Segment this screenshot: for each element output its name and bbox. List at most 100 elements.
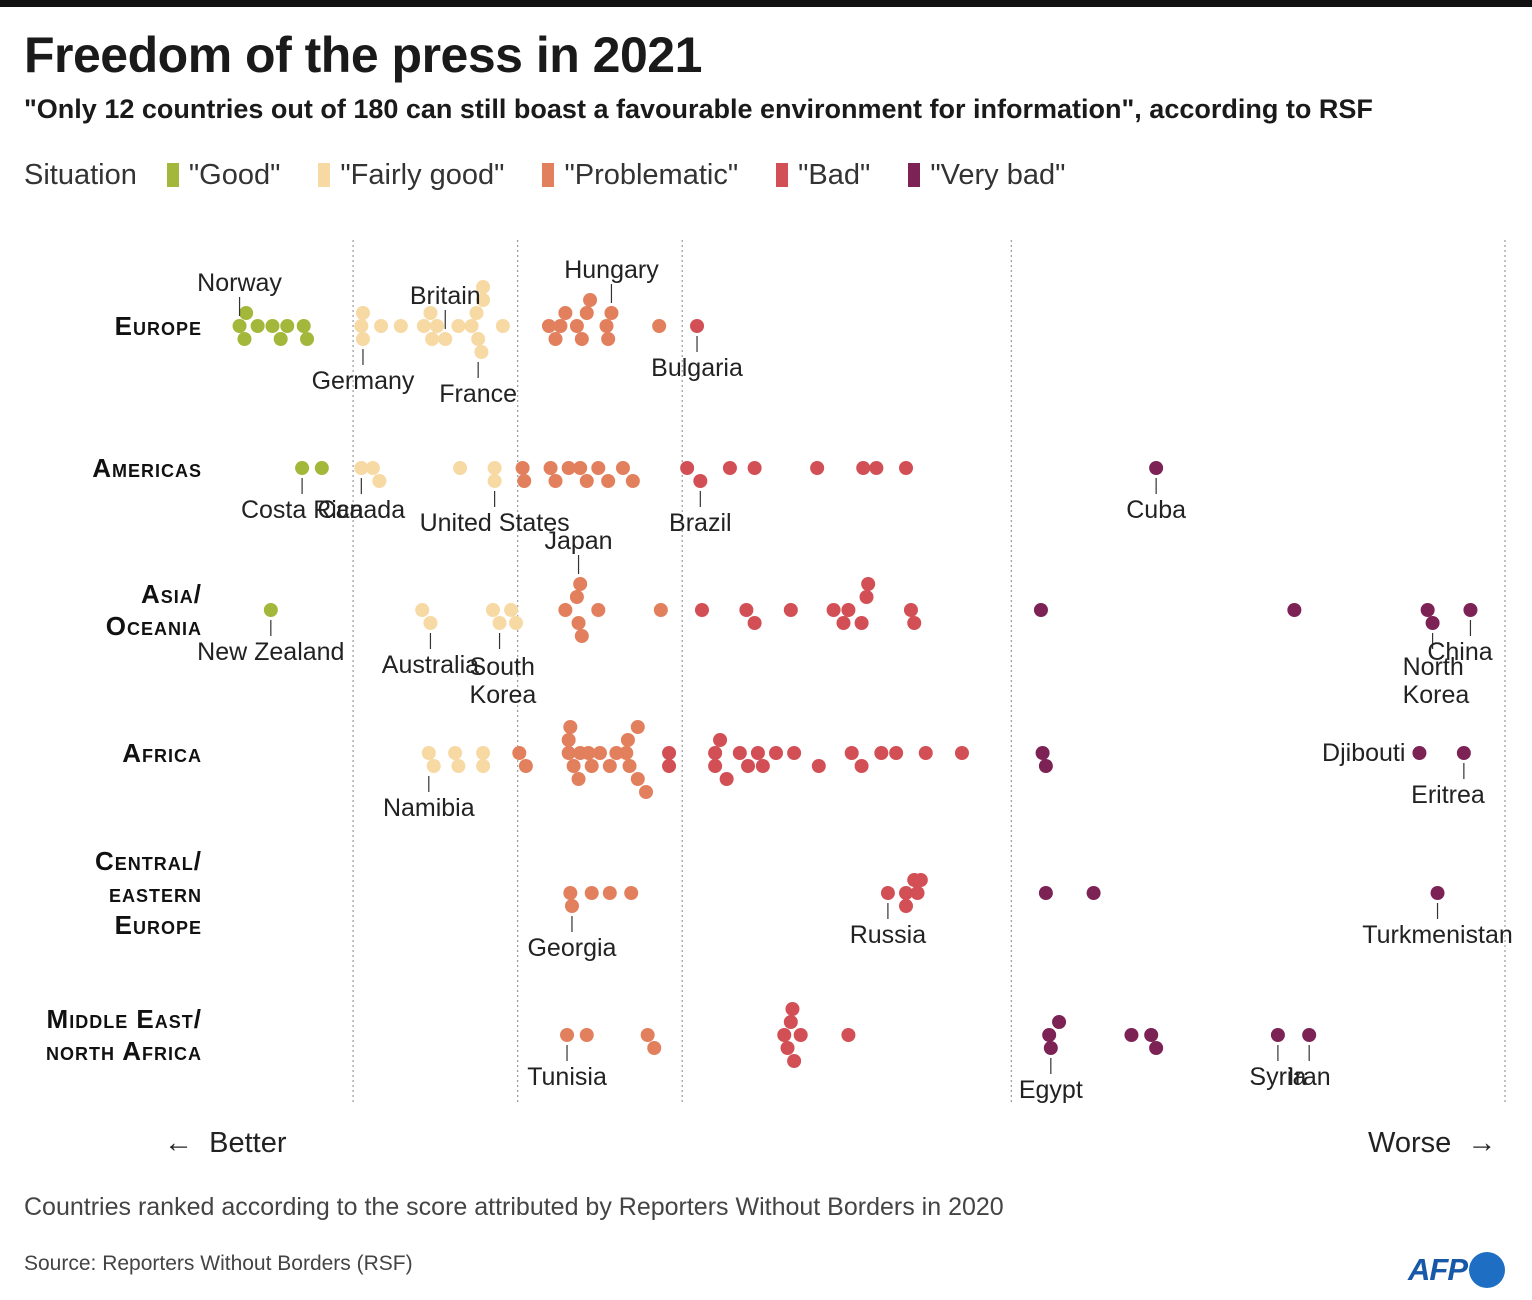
country-dot <box>573 577 588 591</box>
country-dot <box>365 461 380 475</box>
country-dot <box>560 1028 575 1042</box>
country-label: New Zealand <box>197 638 344 666</box>
country-dot <box>622 759 637 773</box>
country-label: Norway <box>197 269 282 297</box>
country-dot <box>474 345 489 359</box>
country-dot <box>899 899 914 913</box>
beeswarm-chart: Europe Norway Britain Hungary Germany France B… <box>46 240 1513 1105</box>
country-dot <box>780 1041 795 1055</box>
country-dot <box>239 306 254 320</box>
country-dot <box>690 319 705 333</box>
country-dot <box>354 319 369 333</box>
country-dot <box>561 461 576 475</box>
country-dot <box>889 746 904 760</box>
country-dot <box>859 590 874 604</box>
country-dot <box>861 577 876 591</box>
country-dot <box>448 746 463 760</box>
region-label: Americas <box>92 453 202 483</box>
top-rule <box>0 0 1532 7</box>
legend-item-very-bad: "Very bad" <box>908 159 1065 192</box>
country-dot <box>250 319 265 333</box>
country-dot <box>601 332 616 346</box>
country-dot <box>620 733 635 747</box>
country-dot <box>625 474 640 488</box>
better-axis-label: ← Better <box>164 1127 287 1160</box>
legend-label: "Bad" <box>798 158 871 191</box>
country-dot <box>581 746 596 760</box>
country-dot <box>579 474 594 488</box>
legend-swatch <box>166 163 179 187</box>
country-dot <box>280 319 295 333</box>
country-dot <box>1144 1028 1159 1042</box>
country-dot <box>548 332 563 346</box>
country-dot <box>624 886 639 900</box>
country-dot <box>425 332 440 346</box>
country-dot <box>1124 1028 1139 1042</box>
country-dot <box>584 759 599 773</box>
country-dot <box>662 759 677 773</box>
country-label: Canada <box>318 496 406 524</box>
country-dot <box>869 461 884 475</box>
country-dot <box>355 306 370 320</box>
country-dot <box>1035 746 1050 760</box>
country-dot <box>296 319 311 333</box>
country-dot <box>1463 603 1478 617</box>
country-dot <box>647 1041 662 1055</box>
country-dot <box>777 1028 792 1042</box>
country-dot <box>564 899 579 913</box>
country-dot <box>430 319 445 333</box>
country-dot <box>662 746 677 760</box>
country-dot <box>826 603 841 617</box>
country-dot <box>355 332 370 346</box>
country-label: Germany <box>312 367 415 395</box>
country-dot <box>561 746 576 760</box>
country-label: Bulgaria <box>651 354 743 382</box>
country-dot <box>602 759 617 773</box>
afp-logo-text: AFP <box>1408 1252 1468 1287</box>
country-dot <box>476 293 491 307</box>
legend-swatch <box>542 163 555 187</box>
country-dot <box>571 772 586 786</box>
country-dot <box>619 746 634 760</box>
country-dot <box>787 746 802 760</box>
country-label: Djibouti <box>1322 739 1405 767</box>
country-dot <box>558 306 573 320</box>
country-dot <box>841 603 856 617</box>
country-dot <box>487 474 502 488</box>
chart-subtitle: "Only 12 countries out of 180 can still … <box>24 94 1373 124</box>
country-dot <box>680 461 695 475</box>
legend-label: "Problematic" <box>564 158 739 191</box>
country-dot <box>918 746 933 760</box>
country-dot <box>1149 461 1164 475</box>
country-dot <box>811 759 826 773</box>
country-dot <box>393 319 408 333</box>
country-label: North <box>1403 653 1464 681</box>
country-dot <box>1430 886 1445 900</box>
country-dot <box>263 603 278 617</box>
country-dot <box>1086 886 1101 900</box>
country-dot <box>548 474 563 488</box>
country-dot <box>854 616 869 630</box>
country-label: Costa Rica <box>241 496 363 524</box>
chart-title: Freedom of the press in 2021 <box>24 27 702 83</box>
region-label: Central/ <box>95 846 202 876</box>
country-dot <box>569 319 584 333</box>
region-label: Middle East/ <box>47 1004 202 1034</box>
legend-swatch <box>318 163 331 187</box>
country-dot <box>1456 746 1471 760</box>
country-label: Korea <box>1403 681 1470 709</box>
country-dot <box>438 332 453 346</box>
country-dot <box>609 746 624 760</box>
country-dot <box>793 1028 808 1042</box>
country-dot <box>907 616 922 630</box>
country-dot <box>579 1028 594 1042</box>
country-dot <box>899 886 914 900</box>
region-label: Europe <box>115 910 202 940</box>
country-dot <box>453 461 468 475</box>
country-dot <box>295 461 310 475</box>
legend-label: "Fairly good" <box>340 158 505 191</box>
country-dot <box>1302 1028 1317 1042</box>
region-label: Africa <box>122 738 202 768</box>
country-dot <box>856 461 871 475</box>
country-dot <box>639 785 654 799</box>
